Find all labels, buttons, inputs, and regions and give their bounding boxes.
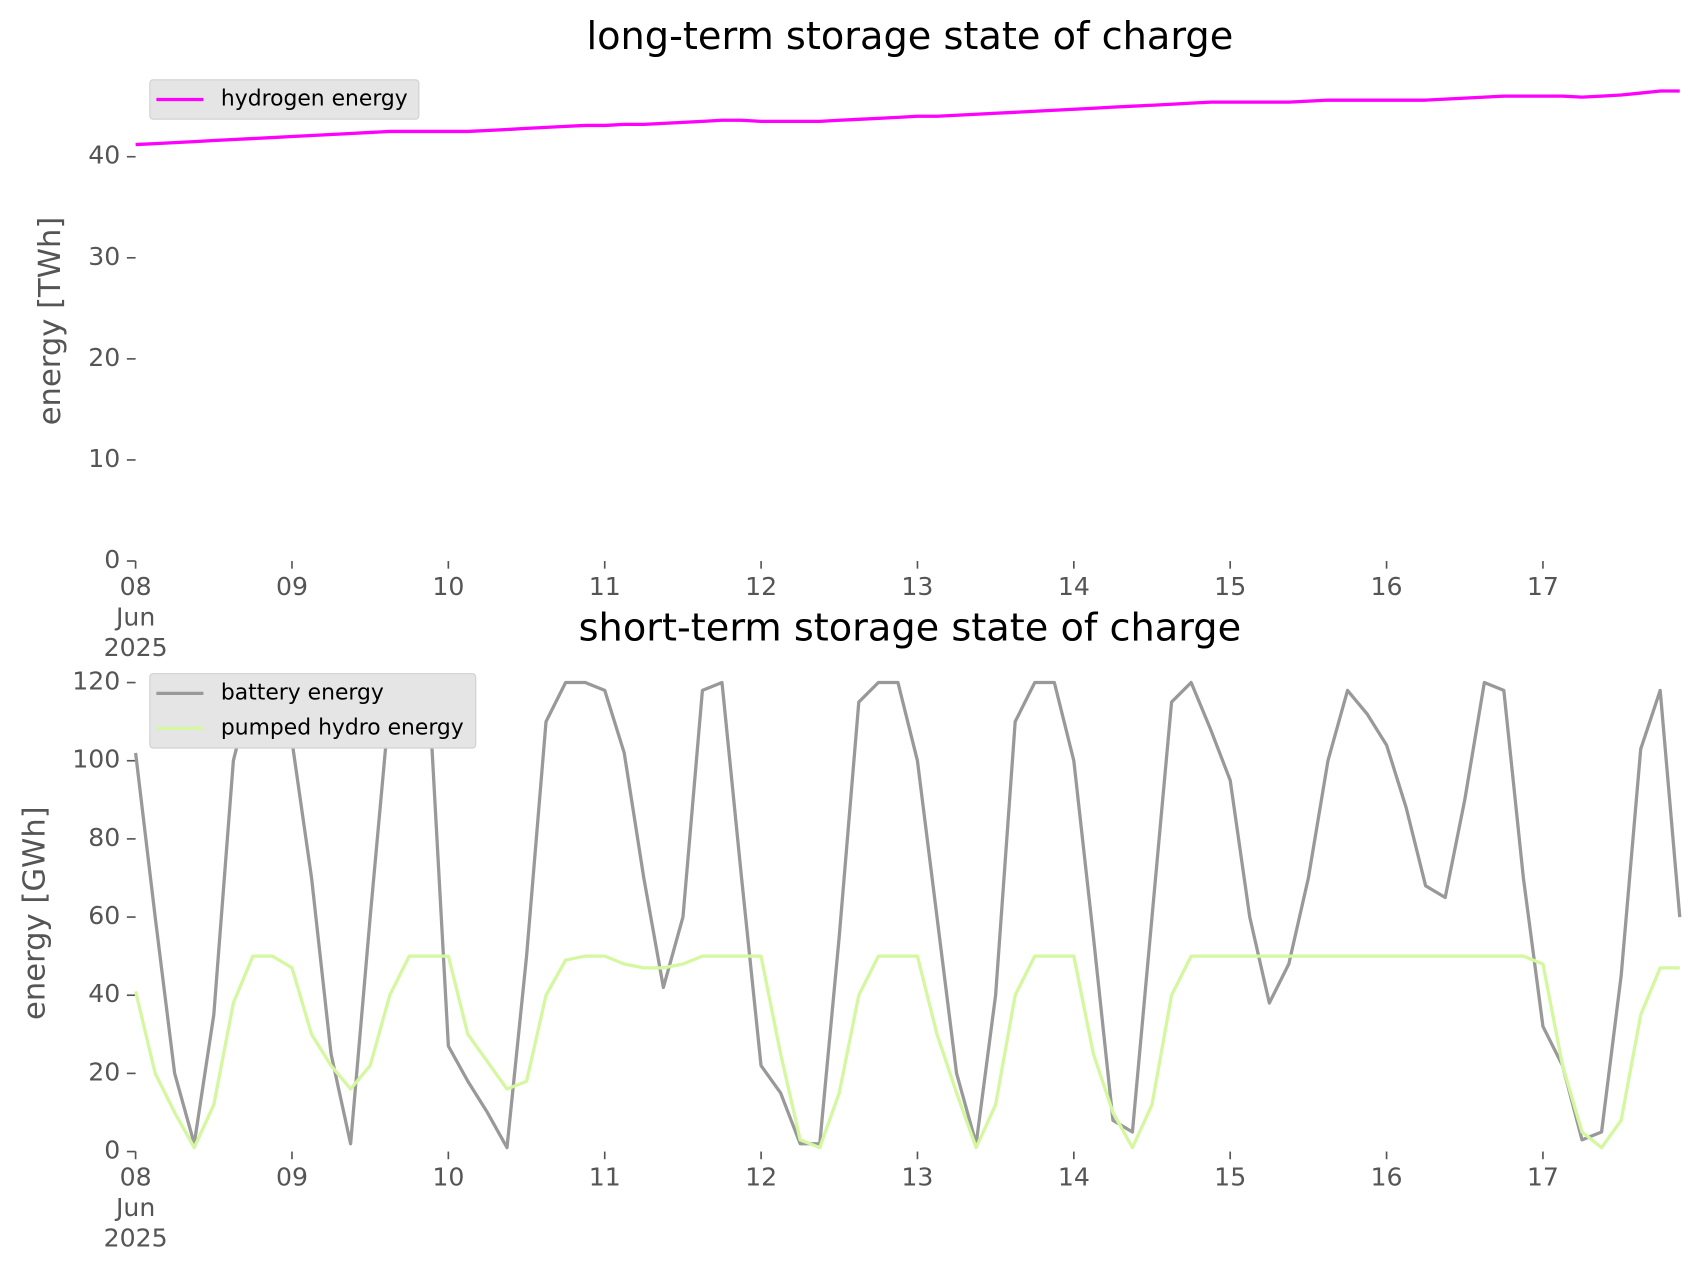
x-tick-label: 13: [901, 573, 934, 602]
data-line: [133, 680, 1682, 1150]
y-tick-label: 60: [88, 901, 120, 930]
y-tick-label: 40: [88, 141, 120, 170]
x-tick-label: 10: [432, 1163, 465, 1193]
x-tick-label: 09: [275, 573, 308, 602]
y-tick-label: 80: [88, 823, 120, 852]
x-tick-label: 08 Jun 2025: [103, 573, 168, 663]
chart-title: short-term storage state of charge: [579, 605, 1242, 650]
y-tick-label: 20: [88, 343, 120, 372]
legend: battery energy pumped hydro energy: [149, 673, 477, 749]
y-axis-label: energy [GWh]: [18, 806, 53, 1020]
x-tick-label: 16: [1370, 573, 1403, 602]
x-tick-label: 14: [1057, 1163, 1090, 1193]
x-tick-label: 10: [432, 573, 465, 602]
legend-label: battery energy: [221, 680, 384, 705]
legend-box: [149, 79, 420, 120]
data-line: [134, 954, 1680, 1150]
x-tick-label: 09: [275, 1163, 308, 1193]
data-line: [135, 89, 1680, 147]
y-tick-label: 40: [88, 979, 120, 1008]
y-tick-label: 100: [72, 745, 120, 774]
x-tick-label: 08 Jun 2025: [103, 1163, 168, 1254]
x-tick-label: 12: [745, 1163, 778, 1193]
y-tick-label: 0: [104, 1136, 120, 1165]
x-tick-label: 13: [901, 1163, 934, 1193]
x-tick-label: 11: [588, 573, 621, 602]
legend-label: hydrogen energy: [221, 87, 408, 112]
x-tick-label: 14: [1057, 573, 1090, 602]
x-tick-label: 11: [588, 1163, 621, 1193]
y-tick-label: 30: [88, 242, 120, 271]
y-tick-label: 0: [104, 545, 120, 574]
x-tick-label: 15: [1214, 1163, 1247, 1193]
legend: hydrogen energy: [149, 79, 420, 120]
x-tick-label: 16: [1370, 1163, 1403, 1193]
y-tick-label: 120: [72, 667, 120, 696]
y-tick-label: 10: [88, 444, 120, 473]
x-tick-label: 17: [1526, 1163, 1559, 1193]
y-axis-label: energy [TWh]: [33, 217, 68, 426]
x-tick-label: 15: [1214, 573, 1247, 602]
chart-title: long-term storage state of charge: [587, 14, 1234, 59]
y-tick-label: 20: [88, 1057, 120, 1086]
x-tick-label: 12: [745, 573, 778, 602]
x-tick-label: 17: [1526, 573, 1559, 602]
legend-box: [149, 673, 477, 749]
legend-label: pumped hydro energy: [221, 715, 464, 740]
